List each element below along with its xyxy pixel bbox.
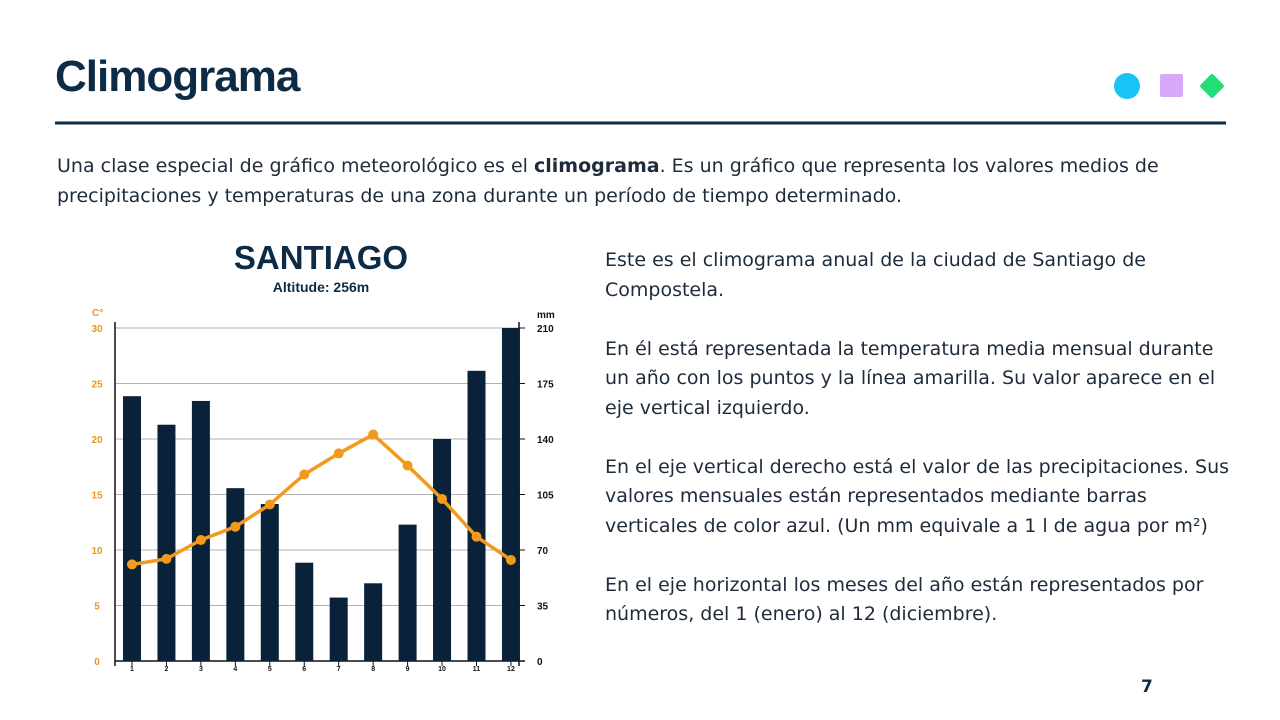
paragraph: En él está representada la temperatura m…	[605, 337, 1216, 419]
intro-part: . Es un gráfico que representa los valor…	[57, 155, 1159, 207]
bar	[501, 328, 520, 661]
intro-bold: climograma	[534, 155, 660, 177]
temperature-point	[195, 535, 206, 546]
x-tick-label: 12	[507, 666, 515, 673]
y2-tick-label: 140	[537, 435, 554, 446]
y-tick-label: 15	[91, 491, 103, 502]
decor-square	[1160, 74, 1183, 97]
temperature-point	[299, 469, 310, 480]
bar	[157, 424, 176, 661]
x-tick-label: 3	[199, 666, 203, 673]
bar	[433, 439, 452, 661]
temperature-point	[230, 521, 241, 532]
temperature-point	[127, 559, 137, 570]
temperature-point	[161, 553, 172, 564]
y2-tick-label: 210	[537, 324, 554, 335]
temperature-line	[131, 432, 512, 567]
intro-text: Una clase especial de gráfico meteorológ…	[57, 151, 1227, 211]
y2-tick-label: 0	[537, 657, 543, 668]
x-tick-label: 1	[130, 666, 134, 673]
y-tick-label: 10	[91, 546, 103, 557]
x-tick-label: 6	[302, 666, 306, 673]
x-tick-label: 5	[268, 666, 272, 673]
paragraph: En el eje horizontal los meses del año e…	[605, 573, 1204, 626]
bar	[123, 396, 141, 661]
intro-part: Una clase especial de gráfico meteorológ…	[57, 155, 535, 177]
page-number: 7	[1141, 677, 1153, 697]
paragraph: Este es el climograma anual de la ciudad…	[605, 249, 1146, 301]
y-tick-label: 30	[91, 324, 103, 335]
chart-title: SANTIAGO	[234, 239, 408, 276]
bar	[191, 400, 210, 661]
x-tick-label: 4	[233, 666, 237, 673]
x-tick-label: 2	[164, 666, 168, 673]
decor-circle	[1114, 73, 1140, 99]
chart-subtitle: Altitude: 256m	[273, 279, 369, 295]
y2-tick-label: 175	[537, 380, 554, 391]
y2-tick-label: 35	[537, 602, 549, 613]
slide-title: Climograma	[55, 52, 300, 101]
y2-tick-label: 105	[537, 491, 554, 502]
bar	[226, 488, 245, 661]
temperature-point	[333, 448, 344, 459]
y-tick-label: 25	[91, 380, 103, 391]
y2-axis-label: mm	[537, 310, 555, 321]
bar	[398, 524, 417, 661]
y-axis-label: C°	[92, 308, 103, 319]
temperature-point	[368, 429, 379, 440]
bar	[364, 583, 383, 661]
explanation: Este es el climograma anual de la ciudad…	[605, 246, 1235, 659]
temperature-point	[402, 460, 413, 471]
y2-tick-label: 70	[537, 546, 549, 557]
decor-diamond	[1200, 74, 1224, 98]
y-tick-label: 5	[94, 602, 100, 613]
x-tick-label: 8	[371, 666, 375, 673]
temperature-point	[264, 499, 275, 510]
temperature-point	[471, 531, 482, 542]
paragraph: En el eje vertical derecho está el valor…	[605, 455, 1230, 537]
bar	[467, 370, 486, 661]
x-tick-label: 9	[406, 666, 410, 673]
bar	[329, 597, 348, 661]
y-tick-label: 20	[91, 435, 103, 446]
bar	[260, 504, 279, 661]
temperature-point	[437, 493, 448, 504]
temperature-point	[505, 554, 516, 565]
y-tick-label: 0	[94, 657, 100, 668]
x-tick-label: 7	[337, 666, 341, 673]
bar	[295, 562, 314, 661]
x-tick-label: 11	[473, 666, 481, 673]
x-tick-label: 10	[438, 666, 446, 673]
